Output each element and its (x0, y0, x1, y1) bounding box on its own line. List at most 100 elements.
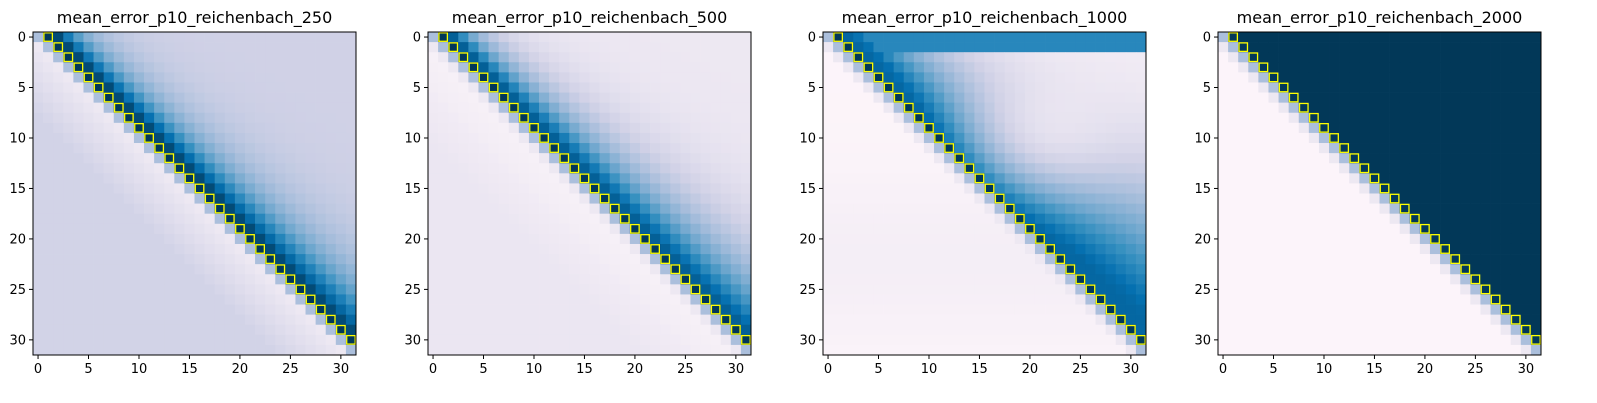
heatmap-cell (1500, 52, 1512, 63)
heatmap-cell (123, 243, 135, 255)
heatmap-cell (1238, 254, 1249, 265)
heatmap-cell (690, 183, 701, 194)
heatmap-cell (690, 132, 701, 144)
heatmap-cell (1470, 163, 1481, 174)
heatmap-cell (893, 132, 905, 144)
heatmap-cell (639, 324, 651, 336)
heatmap-cell (639, 92, 651, 103)
heatmap-cell (53, 254, 64, 265)
heatmap-cell (448, 233, 459, 245)
heatmap-cell (1349, 132, 1360, 144)
heatmap-cell (1409, 62, 1421, 73)
chart-title: mean_error_p10_reichenbach_1000 (842, 8, 1128, 28)
highlight-box (1339, 143, 1350, 153)
highlight-box (275, 264, 286, 275)
heatmap-cell (923, 334, 935, 346)
heatmap-cell (275, 32, 286, 43)
heatmap-cell (913, 344, 925, 356)
heatmap-cell (700, 274, 711, 285)
heatmap-cell (1308, 62, 1320, 73)
heatmap-cell (559, 284, 570, 295)
highlight-box (1248, 52, 1259, 63)
x-tick-label: 15 (1366, 362, 1383, 377)
heatmap-cell (345, 32, 357, 43)
heatmap-cell (1329, 143, 1340, 154)
heatmap-cell (569, 294, 580, 305)
heatmap-cell (1268, 32, 1279, 43)
heatmap-cell (458, 183, 469, 194)
heatmap-cell (154, 183, 165, 194)
heatmap-cell (255, 274, 266, 285)
heatmap-cell (438, 254, 449, 265)
heatmap-cell (1218, 143, 1229, 154)
heatmap-cell (964, 243, 975, 255)
heatmap-cell (1135, 223, 1147, 235)
heatmap-cell (345, 193, 357, 204)
heatmap-cell (1399, 233, 1411, 245)
highlight-box (204, 193, 215, 204)
heatmap-cell (710, 72, 722, 83)
heatmap-cell (1125, 254, 1137, 265)
heatmap-cell (609, 233, 621, 245)
heatmap-cell (458, 92, 469, 103)
heatmap-cell (1218, 314, 1229, 326)
heatmap-cell (144, 122, 155, 134)
x-tick-label: 30 (333, 362, 350, 377)
highlight-box (1075, 274, 1086, 285)
heatmap-cell (325, 264, 337, 275)
heatmap-cell (589, 284, 600, 295)
heatmap-cell (285, 304, 296, 315)
heatmap-cell (964, 284, 975, 295)
heatmap-cell (639, 264, 651, 275)
heatmap-cell (1399, 32, 1411, 43)
heatmap-cell (244, 294, 256, 305)
heatmap-cell (720, 52, 732, 63)
heatmap-cell (468, 102, 479, 114)
heatmap-cell (1490, 112, 1501, 124)
heatmap-cell (528, 324, 540, 336)
heatmap-cell (73, 304, 84, 315)
heatmap-cell (1450, 32, 1461, 43)
heatmap-cell (448, 72, 459, 83)
heatmap-cell (873, 132, 884, 144)
heatmap-cell (265, 264, 276, 275)
heatmap-cell (113, 183, 125, 194)
heatmap-cell (184, 143, 195, 154)
heatmap-cell (1218, 72, 1229, 83)
heatmap-cell (1409, 163, 1421, 174)
heatmap-cell (589, 233, 600, 245)
heatmap-cell (1490, 264, 1501, 275)
heatmap-cell (1359, 264, 1370, 275)
heatmap-cell (1339, 193, 1350, 204)
heatmap-cell (255, 324, 266, 336)
heatmap-cell (629, 324, 641, 336)
heatmap-cell (43, 183, 54, 194)
heatmap-cell (1460, 264, 1471, 275)
heatmap-cell (599, 62, 611, 73)
heatmap-cell (33, 52, 44, 63)
heatmap-cell (974, 173, 985, 184)
heatmap-cell (1510, 62, 1522, 73)
heatmap-cell (1288, 42, 1300, 53)
y-tick-label: 5 (413, 81, 421, 96)
heatmap-cell (549, 233, 560, 245)
heatmap-cell (1218, 324, 1229, 336)
heatmap-cell (823, 344, 834, 356)
heatmap-cell (1065, 72, 1076, 83)
heatmap-cell (994, 334, 1006, 346)
heatmap-cell (144, 233, 155, 245)
heatmap-cell (43, 132, 54, 144)
heatmap-cell (974, 314, 985, 326)
heatmap-cell (93, 284, 104, 295)
heatmap-cell (83, 294, 94, 305)
heatmap-cell (1520, 32, 1532, 43)
heatmap-cell (194, 32, 205, 43)
heatmap-cell (194, 264, 205, 275)
heatmap-cell (934, 42, 945, 53)
y-tick-label: 15 (9, 182, 26, 197)
heatmap-cell (265, 314, 276, 326)
heatmap-cell (1298, 92, 1310, 103)
heatmap-cell (984, 334, 995, 346)
heatmap-cell (133, 264, 145, 275)
heatmap-cell (913, 82, 925, 93)
